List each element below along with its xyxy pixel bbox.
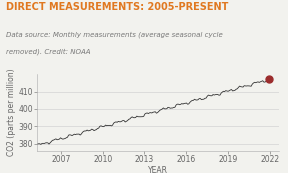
Y-axis label: CO2 (parts per million): CO2 (parts per million) <box>7 69 16 156</box>
Text: Data source: Monthly measurements (average seasonal cycle: Data source: Monthly measurements (avera… <box>6 31 223 38</box>
Text: DIRECT MEASUREMENTS: 2005-PRESENT: DIRECT MEASUREMENTS: 2005-PRESENT <box>6 2 228 12</box>
Text: removed). Credit: NOAA: removed). Credit: NOAA <box>6 48 90 55</box>
X-axis label: YEAR: YEAR <box>148 166 168 173</box>
